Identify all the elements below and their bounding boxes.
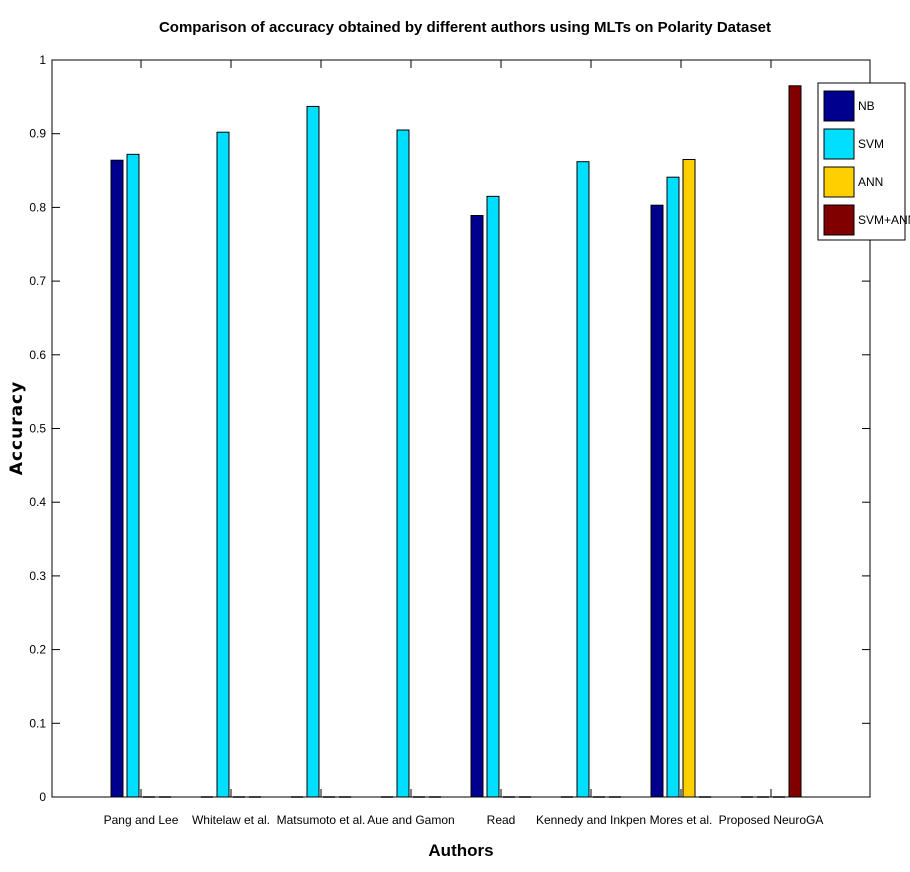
legend-label: SVM — [858, 137, 884, 151]
x-tick-label: Proposed NeuroGA — [719, 813, 824, 827]
x-axis-ticks: Pang and Lee Whitelaw et al. Matsumoto et … — [104, 60, 824, 827]
y-tick-label: 0.6 — [29, 348, 46, 362]
plot-area: 0 0.1 0.2 0.3 0.4 0.5 0.6 0.7 0.8 0.9 1 Pang and L… — [29, 53, 871, 827]
legend-swatch — [823, 166, 855, 198]
x-tick-label: Whitelaw et al. — [192, 813, 270, 827]
bar-svm — [486, 195, 500, 798]
x-axis-label: Authors — [428, 841, 493, 860]
y-axis-label: Accuracy — [7, 381, 27, 475]
y-axis-ticks: 0 0.1 0.2 0.3 0.4 0.5 0.6 0.7 0.8 0.9 1 — [29, 53, 870, 804]
y-tick-label: 0.8 — [29, 200, 46, 214]
bar-nb — [650, 204, 664, 798]
y-tick-label: 1 — [39, 53, 46, 67]
bars — [110, 85, 802, 798]
x-tick-label: Matsumoto et al. — [277, 813, 366, 827]
legend-label: SVM+ANN — [858, 213, 910, 227]
bar-nb — [110, 159, 124, 798]
y-tick-label: 0.7 — [29, 274, 46, 288]
y-tick-label: 0 — [39, 790, 46, 804]
chart-title: Comparison of accuracy obtained by diffe… — [159, 19, 771, 36]
x-tick-label: Mores et al. — [650, 813, 713, 827]
legend: NB SVM ANN SVM+ANN — [817, 82, 910, 241]
bar-ann — [682, 158, 696, 798]
bar-svm — [396, 129, 410, 798]
legend-swatch — [823, 204, 855, 236]
axes-box — [51, 59, 871, 798]
bar-svm — [126, 153, 140, 798]
bar-svm — [666, 176, 680, 798]
legend-label: NB — [858, 99, 875, 113]
x-tick-label: Read — [487, 813, 516, 827]
x-tick-label: Pang and Lee — [104, 813, 179, 827]
x-tick-label: Aue and Gamon — [367, 813, 454, 827]
bar-nb — [470, 215, 484, 798]
bar-svm — [576, 161, 590, 798]
bar-svm — [306, 105, 320, 798]
y-tick-label: 0.3 — [29, 569, 46, 583]
legend-swatch — [823, 128, 855, 160]
legend-swatch — [823, 90, 855, 122]
y-tick-label: 0.4 — [29, 495, 46, 509]
legend-label: ANN — [858, 175, 883, 189]
x-tick-label: Kennedy and Inkpen — [536, 813, 646, 827]
y-tick-label: 0.5 — [29, 422, 46, 436]
y-tick-label: 0.1 — [29, 716, 46, 730]
bar-svm-ann — [788, 85, 802, 798]
bar-svm — [216, 131, 230, 798]
y-tick-label: 0.9 — [29, 127, 46, 141]
y-tick-label: 0.2 — [29, 643, 46, 657]
legend-items: NB SVM ANN SVM+ANN — [823, 90, 910, 236]
